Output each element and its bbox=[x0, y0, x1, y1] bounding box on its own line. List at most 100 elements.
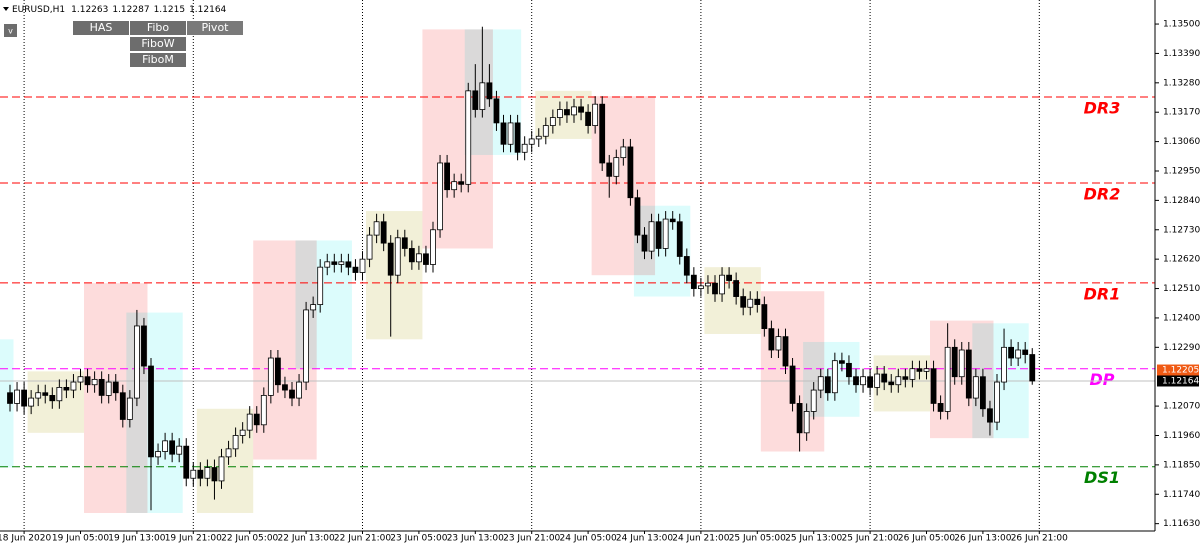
x-tick-label: 26 Jun 21:00 bbox=[1011, 534, 1068, 544]
y-tick-label: 1.12290 bbox=[1163, 343, 1200, 353]
x-tick-label: 26 Jun 13:00 bbox=[954, 534, 1011, 544]
button[interactable] bbox=[187, 21, 243, 35]
candle-body bbox=[218, 456, 225, 482]
level-label: DP bbox=[1089, 370, 1114, 389]
candle-body bbox=[239, 429, 246, 436]
candle-body bbox=[613, 157, 620, 177]
x-tick-label: 23 Jun 05:00 bbox=[390, 534, 447, 544]
candle-body bbox=[535, 135, 542, 140]
button-label: Fibo bbox=[147, 21, 170, 34]
candle-body bbox=[528, 138, 535, 145]
x-tick-label: 25 Jun 21:00 bbox=[842, 534, 899, 544]
candle-body bbox=[70, 381, 77, 391]
candle-body bbox=[980, 376, 986, 410]
candle-body bbox=[401, 237, 408, 249]
candle-body bbox=[77, 376, 84, 383]
y-tick-label: 1.12400 bbox=[1163, 313, 1200, 323]
candle-body bbox=[282, 384, 288, 391]
candle-body bbox=[740, 296, 747, 308]
candle-body bbox=[676, 221, 683, 257]
candle-body bbox=[817, 376, 824, 391]
x-tick-label: 22 Jun 21:00 bbox=[334, 534, 391, 544]
x-tick-label: 19 Jun 05:00 bbox=[52, 534, 109, 544]
candle-body bbox=[176, 445, 183, 455]
candle-body bbox=[599, 103, 606, 164]
x-tick-label: 24 Jun 05:00 bbox=[560, 534, 617, 544]
candle-body bbox=[1008, 346, 1014, 359]
candle-body bbox=[338, 261, 345, 265]
y-tick-label: 1.12950 bbox=[1163, 166, 1200, 176]
candle-body bbox=[585, 111, 591, 126]
candle-body bbox=[521, 143, 528, 153]
y-tick-label: 1.13060 bbox=[1163, 137, 1200, 147]
button[interactable] bbox=[130, 21, 186, 35]
candle-body bbox=[451, 181, 458, 191]
candle-body bbox=[183, 445, 190, 479]
candle-body bbox=[472, 90, 479, 110]
y-tick-label: 1.12840 bbox=[1163, 196, 1200, 206]
candle-body bbox=[373, 221, 380, 236]
candle-body bbox=[705, 282, 711, 287]
candle-body bbox=[423, 253, 429, 265]
candle-body bbox=[232, 435, 239, 450]
candle-body bbox=[994, 381, 1000, 423]
menu-button[interactable] bbox=[4, 24, 17, 37]
candle-body bbox=[796, 403, 803, 434]
candle-body bbox=[444, 162, 451, 191]
candle-body bbox=[606, 162, 613, 177]
candle-body bbox=[881, 373, 888, 383]
candle-body bbox=[190, 469, 197, 479]
candle-body bbox=[98, 378, 105, 396]
y-tick-label: 1.12070 bbox=[1163, 402, 1200, 412]
candle-body bbox=[260, 395, 267, 426]
candle-body bbox=[486, 82, 493, 100]
candle-body bbox=[366, 234, 373, 260]
y-tick-label: 1.12510 bbox=[1163, 284, 1200, 294]
candle-body bbox=[155, 451, 161, 458]
candle-body bbox=[225, 448, 232, 458]
candle-body bbox=[810, 389, 817, 412]
button[interactable] bbox=[130, 53, 186, 67]
candle-body bbox=[112, 381, 119, 394]
candle-body bbox=[888, 381, 895, 386]
candle-body bbox=[867, 376, 873, 388]
symbol: EURUSD,H1 bbox=[12, 5, 65, 15]
candle-body bbox=[408, 248, 415, 263]
candle-body bbox=[465, 90, 472, 185]
candle-body bbox=[592, 103, 599, 126]
candle-body bbox=[141, 325, 147, 367]
candle-body bbox=[21, 389, 28, 407]
candle-body bbox=[789, 365, 796, 404]
candle-body bbox=[987, 408, 993, 423]
x-tick-label: 25 Jun 05:00 bbox=[729, 534, 786, 544]
candle-body bbox=[747, 298, 754, 308]
candle-body bbox=[289, 389, 295, 399]
button[interactable] bbox=[73, 21, 129, 35]
candle-body bbox=[761, 304, 768, 330]
menu-button-label: v bbox=[8, 27, 13, 36]
candle-body bbox=[683, 256, 690, 276]
candle-body bbox=[310, 304, 317, 311]
candle-body bbox=[380, 221, 387, 244]
candle-body bbox=[641, 234, 648, 252]
candle-body bbox=[430, 229, 436, 265]
candle-body bbox=[91, 378, 98, 386]
candle-body bbox=[119, 392, 126, 420]
candle-body bbox=[874, 373, 881, 388]
candle-body bbox=[768, 328, 775, 351]
y-tick-label: 1.13390 bbox=[1163, 49, 1200, 59]
button-label: FiboM bbox=[142, 53, 174, 66]
candle-body bbox=[394, 237, 401, 276]
button[interactable] bbox=[130, 37, 186, 51]
candle-body bbox=[965, 349, 972, 399]
candle-body bbox=[162, 440, 169, 452]
candle-body bbox=[930, 368, 937, 404]
candle-body bbox=[126, 397, 133, 420]
button-label: Pivot bbox=[201, 21, 229, 34]
candle-body bbox=[359, 258, 366, 273]
candle-body bbox=[951, 346, 958, 378]
x-tick-label: 26 Jun 05:00 bbox=[898, 534, 955, 544]
y-tick-label: 1.12620 bbox=[1163, 255, 1200, 265]
bid-tag-label: 1.12164 bbox=[1162, 376, 1199, 386]
toolbar: v HAS Fibo Pivot FiboW FiboM bbox=[4, 21, 243, 67]
